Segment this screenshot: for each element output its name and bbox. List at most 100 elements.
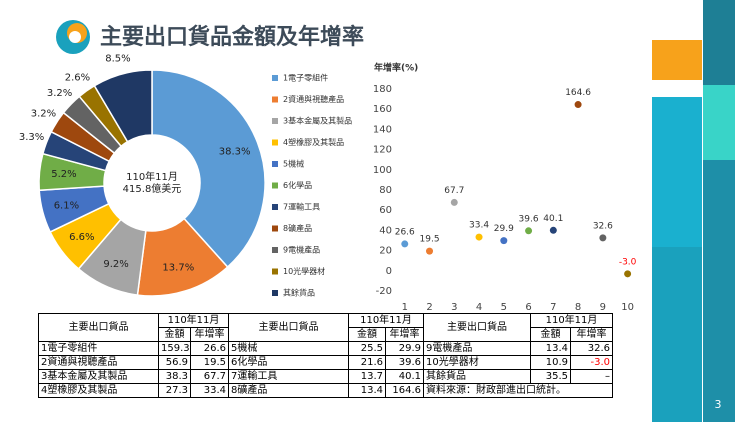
- table-cell: 主要出口貨品: [38, 313, 159, 342]
- decor: [703, 160, 735, 422]
- point-label: 67.7: [444, 186, 464, 196]
- x-tick-label: 8: [575, 302, 581, 313]
- title: 主要出口貨品金額及年增率: [100, 24, 364, 50]
- point: [500, 237, 508, 245]
- slice-label: 9.2%: [103, 259, 128, 270]
- point: [475, 233, 483, 241]
- table-cell: 其餘貨品: [423, 369, 531, 384]
- point-label: -3.0: [619, 257, 637, 267]
- legend-label: 7運輸工具: [283, 202, 320, 212]
- table-cell: 主要出口貨品: [423, 313, 531, 342]
- table-row: 主要出口貨品 110年11月 主要出口貨品 110年11月 主要出口貨品 110年11月: [38, 313, 613, 342]
- table-cell: 32.6: [570, 341, 613, 356]
- table-cell: 13.7: [348, 369, 386, 384]
- x-tick-label: 3: [451, 302, 457, 313]
- y-tick-label: 20: [379, 246, 392, 257]
- table-cell: 110年11月: [158, 313, 229, 328]
- table-cell: 29.9: [385, 341, 424, 356]
- legend-swatch: [272, 118, 278, 124]
- legend-swatch: [272, 161, 278, 167]
- decor: [652, 97, 702, 247]
- legend-label: 2資通與視聽產品: [283, 94, 344, 104]
- table-cell: 9電機產品: [423, 341, 531, 356]
- legend-label: 8礦產品: [283, 223, 312, 233]
- y-tick-label: 140: [373, 124, 392, 135]
- decor: [652, 40, 702, 80]
- table-cell: 10.9: [530, 355, 571, 370]
- slice-label: 6.1%: [54, 200, 79, 211]
- table-cell: 56.9: [158, 355, 191, 370]
- table-cell: 年增率: [190, 327, 229, 342]
- slice-label: 38.3%: [219, 146, 251, 157]
- point: [624, 270, 632, 278]
- point-label: 19.5: [420, 235, 440, 245]
- export-table: 主要出口貨品 110年11月 主要出口貨品 110年11月 主要出口貨品 110年11月金…: [38, 313, 613, 398]
- legend-label: 5機械: [283, 159, 304, 169]
- legend-label: 其餘貨品: [283, 288, 315, 298]
- center-label: 110年11月: [126, 170, 178, 183]
- table-cell: 159.3: [158, 341, 191, 356]
- legend-swatch: [272, 204, 278, 210]
- y-tick-label: 60: [379, 205, 392, 216]
- legend-label: 9電機產品: [283, 245, 320, 255]
- x-tick-label: 4: [476, 302, 482, 313]
- legend-label: 3基本金屬及其製品: [283, 116, 352, 126]
- table-row: 3基本金屬及其製品 38.3 67.7 7運輸工具 13.7 40.1 其餘貨品 35.5–: [38, 369, 613, 384]
- table-cell: 25.5: [348, 341, 386, 356]
- table-cell: 年增率: [385, 327, 424, 342]
- point-label: 164.6: [565, 88, 591, 98]
- y-tick-label: 180: [373, 84, 392, 95]
- point-label: 26.6: [395, 227, 415, 237]
- y-tick-label: 160: [373, 104, 392, 115]
- table-cell: 67.7: [190, 369, 229, 384]
- slice-label: 3.2%: [47, 88, 72, 99]
- point: [401, 240, 409, 248]
- point: [599, 234, 607, 242]
- y-tick-label: 120: [373, 145, 392, 156]
- legend-swatch: [272, 75, 278, 81]
- table-cell: 5機械: [228, 341, 349, 356]
- y-tick-label: 0: [386, 266, 392, 277]
- table-cell: 38.3: [158, 369, 191, 384]
- legend-swatch: [272, 182, 278, 189]
- table-cell: 3基本金屬及其製品: [38, 369, 159, 384]
- legend-label: 1電子零組件: [283, 73, 328, 83]
- x-tick-label: 2: [426, 302, 432, 313]
- point-label: 40.1: [543, 214, 563, 224]
- point: [450, 198, 458, 206]
- point-label: 32.6: [593, 221, 613, 231]
- center-label: 415.8億美元: [123, 182, 182, 195]
- table-cell: 7運輸工具: [228, 369, 349, 384]
- table-row: 1電子零組件 159.3 26.6 5機械 25.5 29.9 9電機產品 13.4 32.6: [38, 341, 613, 356]
- x-tick-label: 5: [501, 302, 507, 313]
- x-tick-label: 7: [550, 302, 556, 313]
- slice-label: 3.2%: [31, 108, 56, 119]
- table-row: 4塑橡膠及其製品 27.3 33.4 8礦產品 13.4 164.6 資料來源：財政部進出口…: [38, 383, 613, 398]
- y-tick-label: 80: [379, 185, 392, 196]
- table-cell: 8礦產品: [228, 383, 349, 398]
- y-tick-label: 40: [379, 225, 392, 236]
- table-cell: -3.0: [570, 355, 613, 370]
- table-cell: 110年11月: [530, 313, 613, 328]
- table-cell: 19.5: [190, 355, 229, 370]
- y-axis-label: 年增率(%): [374, 62, 418, 74]
- table-cell: 33.4: [190, 383, 229, 398]
- legend-label: 10光學器材: [283, 266, 325, 276]
- table-cell: 13.4: [348, 383, 386, 398]
- legend-swatch: [272, 268, 278, 275]
- table-cell: 6化學品: [228, 355, 349, 370]
- table-cell: 金額: [158, 327, 191, 342]
- table-cell: 110年11月: [348, 313, 424, 328]
- legend-swatch: [272, 96, 278, 103]
- table-cell: 40.1: [385, 369, 424, 384]
- table-cell: 2資通與視聽產品: [38, 355, 159, 370]
- point-label: 29.9: [494, 224, 514, 234]
- page-number: 3: [715, 398, 722, 411]
- decor: [703, 85, 735, 160]
- table-cell: –: [570, 369, 613, 384]
- slice-label: 3.3%: [19, 132, 44, 143]
- table-cell: 主要出口貨品: [228, 313, 349, 342]
- y-tick-label: -20: [376, 286, 392, 297]
- pie-slice: [93, 69, 153, 143]
- table-row: 2資通與視聽產品 56.9 19.5 6化學品 21.6 39.6 10光學器材 10.9 -3…: [38, 355, 613, 370]
